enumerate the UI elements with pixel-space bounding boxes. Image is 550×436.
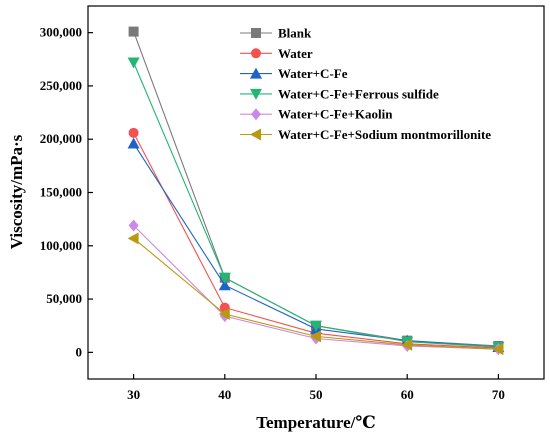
legend-label: Blank [278, 26, 312, 41]
legend-item: Water+C-Fe+Sodium montmorillonite [240, 127, 491, 142]
legend-label: Water+C-Fe+Sodium montmorillonite [278, 127, 491, 142]
legend-marker [250, 88, 262, 100]
legend-marker [251, 108, 261, 121]
legend-marker [250, 67, 262, 79]
series-line [133, 62, 499, 348]
series-2 [127, 137, 505, 353]
legend-marker [250, 128, 261, 141]
y-tick-label: 50,000 [46, 291, 82, 306]
legend-item: Water+C-Fe [240, 66, 348, 81]
series-5 [127, 232, 504, 356]
y-tick-label: 100,000 [40, 238, 82, 253]
legend-marker [251, 48, 261, 59]
data-point [128, 219, 139, 232]
data-point [310, 320, 322, 332]
x-tick-label: 40 [218, 387, 231, 402]
data-point [218, 272, 231, 284]
data-point [128, 127, 139, 138]
data-point [127, 232, 139, 245]
data-point [218, 307, 230, 320]
series-line [133, 143, 499, 348]
legend-label: Water [278, 46, 313, 61]
data-point [127, 137, 140, 149]
x-tick-label: 50 [310, 387, 323, 402]
data-point [492, 343, 504, 356]
legend-item: Water [240, 46, 313, 61]
y-tick-label: 150,000 [40, 185, 82, 200]
data-point [310, 330, 321, 343]
legend-label: Water+C-Fe [278, 66, 348, 81]
y-axis-title: Viscosity/mPa·s [7, 134, 26, 249]
y-tick-label: 250,000 [40, 78, 82, 93]
y-axis: 0 50,000 100,000 150,000 200,000 250,000 300,0… [40, 25, 93, 359]
series-layer [127, 26, 505, 356]
x-axis: 30 40 50 60 70 [127, 374, 505, 402]
legend-item: Water+C-Fe+Kaolin [240, 107, 393, 122]
legend-label: Water+C-Fe+Ferrous sulfide [278, 86, 439, 101]
x-tick-label: 60 [401, 387, 414, 402]
data-point [128, 26, 139, 37]
data-point [218, 279, 231, 291]
x-tick-label: 70 [492, 387, 505, 402]
legend-item: Blank [240, 26, 312, 41]
data-point [127, 57, 140, 69]
legend-marker [251, 28, 261, 38]
legend-item: Water+C-Fe+Ferrous sulfide [240, 86, 439, 101]
series-3 [127, 57, 505, 354]
x-axis-title: Temperature/℃ [256, 413, 376, 432]
y-tick-label: 300,000 [40, 25, 82, 40]
x-tick-label: 30 [127, 387, 140, 402]
data-point [401, 338, 413, 351]
series-line [133, 132, 499, 349]
y-tick-label: 0 [76, 344, 83, 359]
legend: Blank Water Water+C-Fe Water+C-Fe+Ferrous s… [240, 26, 491, 142]
y-tick-label: 200,000 [40, 131, 82, 146]
series-1 [128, 127, 504, 354]
legend-label: Water+C-Fe+Kaolin [278, 107, 393, 122]
